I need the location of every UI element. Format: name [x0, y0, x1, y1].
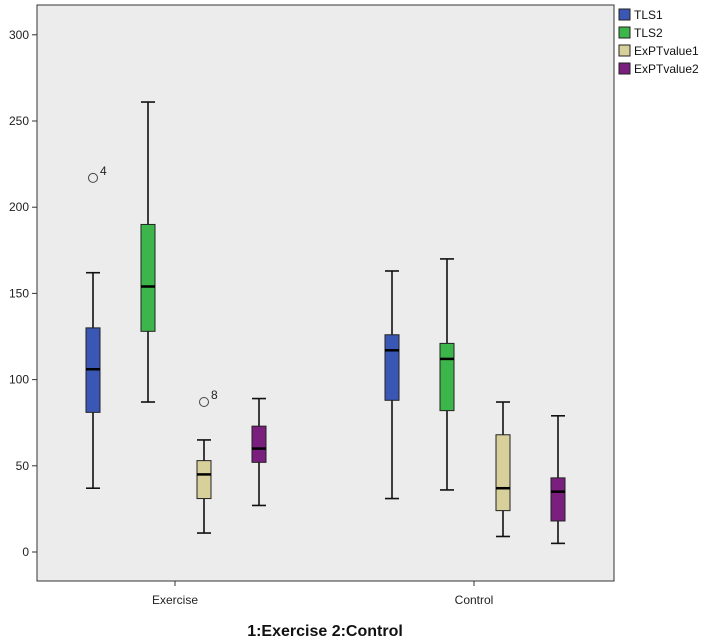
box-exptvalue2-control	[550, 415, 566, 545]
x-tick-label: Control	[455, 593, 494, 607]
box-exptvalue2-exercise	[251, 397, 267, 507]
y-tick-label: 0	[22, 545, 29, 559]
box-tls1-control	[384, 270, 400, 500]
y-tick-label: 200	[9, 200, 29, 214]
plot-area	[36, 4, 615, 582]
legend-swatch	[618, 8, 631, 21]
iqr-box	[196, 460, 212, 500]
iqr-box	[439, 342, 455, 412]
box-groups: 48	[85, 101, 566, 545]
box-tls1-exercise: 4	[85, 164, 107, 490]
legend-label: TLS2	[634, 26, 663, 40]
outlier-point	[199, 397, 209, 408]
outlier-label: 8	[211, 388, 218, 402]
x-axis: Exercise Control	[152, 581, 493, 607]
legend-swatch	[618, 62, 631, 75]
outlier-point	[88, 172, 98, 183]
x-axis-title: 1:Exercise 2:Control	[247, 623, 403, 640]
legend-swatch	[618, 26, 631, 39]
legend-label: TLS1	[634, 8, 663, 22]
iqr-box	[495, 434, 511, 512]
y-tick-label: 250	[9, 114, 29, 128]
iqr-box	[140, 223, 156, 332]
legend: TLS1 TLS2 ExPTvalue1 ExPTvalue2	[618, 8, 699, 76]
y-axis: 0 50 100 150 200 250 300	[9, 28, 37, 559]
iqr-box	[384, 334, 400, 401]
y-tick-label: 50	[16, 459, 30, 473]
box-tls2-exercise	[140, 101, 156, 403]
box-tls2-control	[439, 258, 455, 491]
outlier-label: 4	[100, 164, 107, 178]
iqr-box	[251, 425, 267, 463]
legend-label: ExPTvalue2	[634, 62, 699, 76]
y-tick-label: 150	[9, 286, 29, 300]
box-exptvalue1-control	[495, 401, 511, 538]
y-tick-label: 100	[9, 373, 29, 387]
y-tick-label: 300	[9, 28, 29, 42]
iqr-box	[550, 477, 566, 522]
legend-swatch	[618, 44, 631, 57]
x-tick-label: Exercise	[152, 593, 198, 607]
legend-label: ExPTvalue1	[634, 44, 699, 58]
box-exptvalue1-exercise: 8	[196, 388, 218, 534]
